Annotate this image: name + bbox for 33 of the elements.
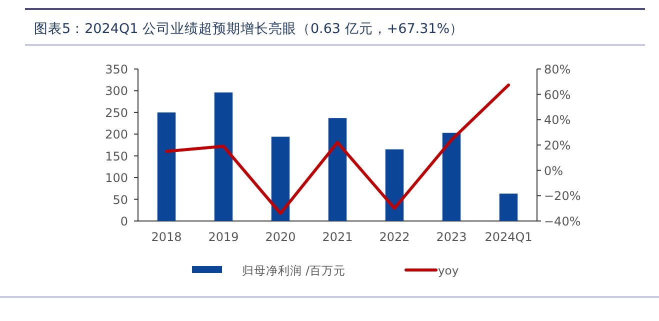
line-series [165,84,510,215]
y-tick-label: 200 [105,128,128,142]
x-tick-label: 2018 [151,230,182,244]
bar [157,112,176,221]
y2-tick-label: −40% [544,214,581,228]
y-tick-label: 0 [120,214,128,228]
y-tick-label: 350 [105,62,128,76]
legend-label: 归母净利润 /百万元 [242,264,346,278]
y-tick-label: 300 [105,84,128,98]
chart-title: 图表5：2024Q1 公司业绩超预期增长亮眼（0.63 亿元，+67.31%） [34,21,464,37]
y-tick-label: 100 [105,171,128,186]
y2-tick-label: 40% [544,113,571,128]
y-tick-label: 150 [105,149,128,164]
x-tick-label: 2022 [379,230,410,244]
y2-tick-label: 80% [544,62,571,76]
x-tick-label: 2021 [322,230,353,244]
bar [385,149,404,221]
y2-tick-label: −20% [544,189,581,204]
y-tick-label: 50 [112,192,128,207]
y-tick-label: 250 [105,106,128,120]
x-tick-label: 2019 [208,230,239,244]
bar [499,194,518,221]
y2-tick-label: 0% [544,164,564,178]
bar [328,118,347,221]
y2-tick-label: 20% [544,138,571,152]
y2-tick-label: 60% [544,88,571,102]
bar [442,132,461,221]
bar [271,136,290,221]
legend-label: yoy [438,264,459,278]
x-tick-label: 2023 [436,230,467,244]
x-tick-label: 2020 [265,230,296,244]
bar [214,92,233,221]
x-tick-label: 2024Q1 [484,230,532,244]
